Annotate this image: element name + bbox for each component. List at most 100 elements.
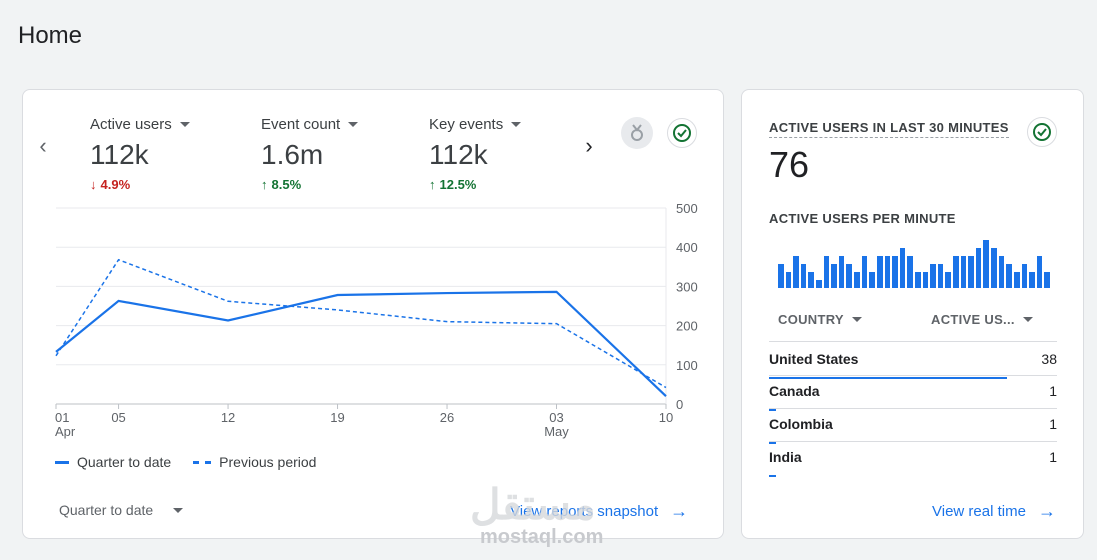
table-divider [769,341,1057,342]
per-minute-bar[interactable] [991,248,997,288]
chevron-left-icon[interactable]: ‹ [39,133,47,158]
watermark-logo: مستقل [470,481,596,528]
metric-label[interactable]: Key events [429,116,589,133]
arrow-up-icon: ↑ [429,177,436,192]
per-minute-bar[interactable] [884,256,891,288]
per-minute-bar[interactable] [1006,264,1012,288]
x-tick-label: 03 [549,410,563,425]
per-minute-bar[interactable] [1036,256,1043,288]
per-minute-bar[interactable] [778,264,784,288]
table-row[interactable]: United States 38 [769,347,1057,379]
metric-change: ↑ 12.5% [429,177,477,192]
y-tick-label: 400 [676,240,698,255]
per-minute-bar[interactable] [876,256,883,288]
per-minute-bar-chart [778,240,1050,288]
metric-label[interactable]: Event count [261,116,421,133]
metric-key-events[interactable]: Key events 112k ↑ 12.5% [429,116,589,192]
per-minute-bar[interactable] [983,240,990,288]
check-circle-icon[interactable] [1027,117,1057,147]
caret-down-icon [173,507,184,513]
metric-active-users[interactable]: Active users 112k ↓ 4.9% [90,116,250,192]
per-minute-bar[interactable] [816,280,822,288]
x-tick-label: 19 [330,410,344,425]
series-previous-period [55,258,667,389]
per-minute-bar[interactable] [800,264,807,288]
per-minute-bar[interactable] [1021,264,1028,288]
share-bar [769,442,777,444]
view-reports-snapshot-link[interactable]: View reports snapshot → [510,501,689,521]
per-minute-bar[interactable] [793,256,799,288]
x-tick-month: Apr [55,424,76,439]
metric-value: 1.6m [261,139,324,170]
per-minute-bar[interactable] [907,256,913,288]
y-tick-label: 300 [676,279,698,294]
per-minute-bar[interactable] [861,256,868,288]
table-divider [769,408,1057,409]
per-minute-bar[interactable] [930,264,936,288]
arrow-right-icon: → [1037,501,1056,521]
x-tick-label: 12 [221,410,235,425]
watermark-text: mostaql.com [480,526,604,548]
legend-previous-period: Previous period [193,454,316,470]
per-minute-bar[interactable] [838,256,845,288]
per-minute-bar[interactable] [1029,272,1035,288]
check-circle-icon[interactable] [667,118,697,148]
per-minute-bar[interactable] [899,248,906,288]
per-minute-bar[interactable] [823,256,830,288]
per-minute-bar[interactable] [975,248,982,288]
per-minute-bar[interactable] [854,272,860,288]
country-name: Colombia [769,416,833,432]
realtime-title[interactable]: ACTIVE USERS IN LAST 30 MINUTES [769,120,1009,138]
metric-change: ↓ 4.9% [90,177,131,192]
per-minute-bar[interactable] [998,256,1005,288]
per-minute-bar[interactable] [785,272,792,288]
table-row[interactable]: Canada 1 [769,379,1057,411]
series-quarter-to-date [55,290,667,397]
per-minute-bar[interactable] [914,272,921,288]
metric-label[interactable]: Active users [90,116,250,133]
insights-icon[interactable] [621,117,653,149]
chevron-right-icon[interactable]: › [585,133,593,158]
row-value: 1 [1049,449,1057,465]
arrow-down-icon: ↓ [90,177,97,192]
view-real-time-link[interactable]: View real time → [932,501,1056,521]
caret-down-icon [851,317,862,322]
arrow-right-icon: → [670,501,689,521]
caret-down-icon [1022,317,1033,322]
metric-value: 112k [90,139,149,170]
per-minute-bar[interactable] [808,272,815,288]
country-column-header[interactable]: COUNTRY [778,312,862,327]
share-bar [769,409,777,411]
date-range-select[interactable]: Quarter to date [59,502,184,518]
table-row[interactable]: India 1 [769,445,1057,477]
arrow-up-icon: ↑ [261,177,268,192]
per-minute-bar[interactable] [846,264,853,288]
x-tick-label: 01 [55,410,69,425]
per-minute-bar[interactable] [892,256,898,288]
per-minute-bar[interactable] [953,256,959,288]
country-name: India [769,449,802,465]
metric-value: 112k [429,139,488,170]
per-minute-bar[interactable] [968,256,974,288]
overview-card: ‹ Active users 112k ↓ 4.9% Event count 1.… [22,89,724,539]
per-minute-bar[interactable] [937,264,944,288]
y-tick-label: 500 [676,201,698,216]
per-minute-bar[interactable] [1013,272,1020,288]
row-value: 1 [1049,383,1057,399]
per-minute-bar[interactable] [869,272,875,288]
metric-event-count[interactable]: Event count 1.6m ↑ 8.5% [261,116,421,192]
page-title: Home [18,22,83,49]
y-tick-label: 0 [676,397,683,412]
per-minute-bar[interactable] [945,272,952,288]
row-value: 38 [1041,351,1057,367]
y-tick-label: 200 [676,319,698,334]
table-row[interactable]: Colombia 1 [769,412,1057,444]
active-users-column-header[interactable]: ACTIVE US... [931,312,1033,327]
per-minute-bar[interactable] [1044,272,1050,288]
realtime-card: ACTIVE USERS IN LAST 30 MINUTES 76 ACTIV… [741,89,1084,539]
per-minute-bar[interactable] [922,272,929,288]
per-minute-bar[interactable] [831,264,837,288]
per-minute-bar[interactable] [960,256,967,288]
table-divider [769,441,1057,442]
